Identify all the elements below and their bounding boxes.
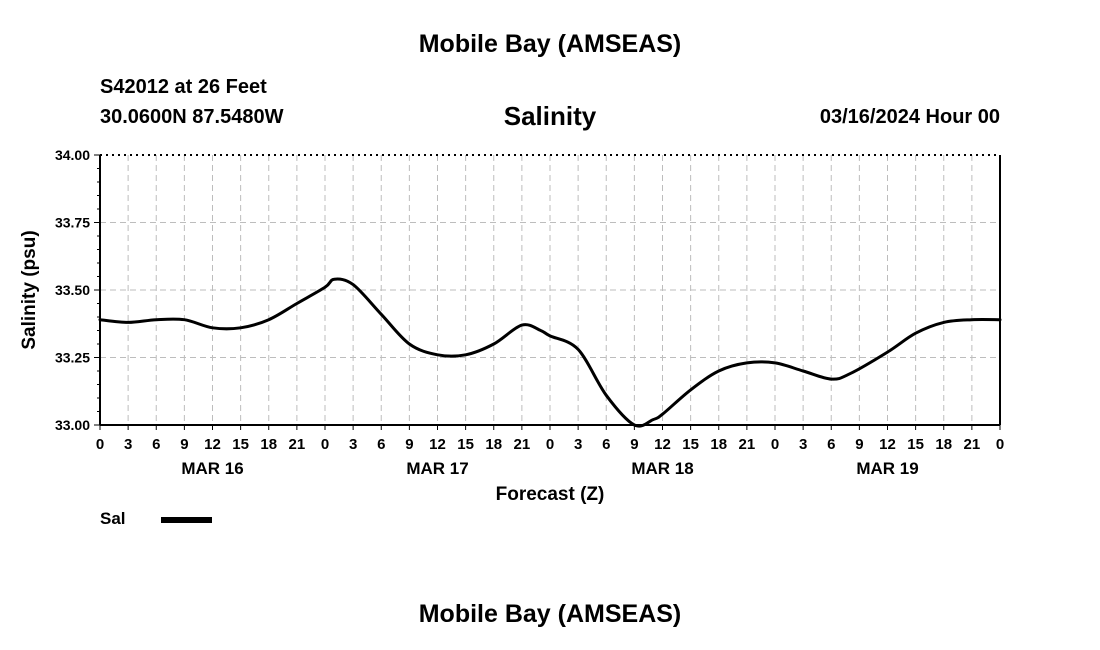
date-label: MAR 17 (406, 459, 468, 478)
parameter-title: Salinity (503, 101, 597, 131)
x-tick-label: 0 (321, 436, 329, 453)
x-tick-label: 6 (827, 436, 835, 453)
x-tick-label: 12 (429, 436, 446, 453)
x-tick-label: 12 (654, 436, 671, 453)
chart-main-title: Mobile Bay (AMSEAS) (418, 30, 682, 58)
x-tick-label: 9 (180, 436, 188, 453)
x-tick-label: 18 (710, 436, 727, 453)
legend-swatch (161, 517, 212, 523)
x-tick-label: 12 (879, 436, 896, 453)
x-tick-label: 6 (602, 436, 610, 453)
x-tick-label: 21 (514, 436, 531, 453)
forecast-datetime: 03/16/2024 Hour 00 (819, 106, 1000, 128)
date-label: MAR 18 (631, 459, 693, 478)
date-label: MAR 16 (181, 459, 243, 478)
x-tick-label: 0 (996, 436, 1004, 453)
x-tick-label: 3 (799, 436, 807, 453)
legend-label: Sal (100, 509, 126, 528)
coordinates-label: 30.0600N 87.5480W (100, 106, 284, 128)
x-tick-label: 21 (739, 436, 756, 453)
x-tick-label: 15 (232, 436, 249, 453)
footer-title: Mobile Bay (AMSEAS) (418, 600, 682, 628)
x-tick-label: 15 (682, 436, 699, 453)
x-tick-label: 0 (96, 436, 104, 453)
x-tick-label: 9 (405, 436, 413, 453)
x-tick-label: 21 (964, 436, 981, 453)
y-tick-label: 33.25 (55, 350, 90, 366)
x-tick-label: 3 (349, 436, 357, 453)
x-tick-label: 6 (377, 436, 385, 453)
x-tick-label: 15 (907, 436, 924, 453)
x-tick-label: 0 (546, 436, 554, 453)
x-tick-label: 18 (935, 436, 952, 453)
x-tick-label: 18 (260, 436, 277, 453)
series-line-sal (98, 277, 1002, 428)
x-axis-title: Forecast (Z) (496, 484, 605, 505)
x-tick-label: 21 (289, 436, 306, 453)
y-tick-label: 34.00 (55, 147, 90, 163)
x-tick-label: 18 (485, 436, 502, 453)
x-tick-label: 12 (204, 436, 221, 453)
y-tick-label: 33.50 (55, 282, 90, 298)
x-tick-label: 15 (457, 436, 474, 453)
x-tick-label: 3 (124, 436, 132, 453)
y-tick-label: 33.75 (55, 215, 90, 231)
y-axis-title: Salinity (psu) (19, 230, 40, 349)
y-tick-label: 33.00 (55, 417, 90, 433)
date-label: MAR 19 (856, 459, 918, 478)
x-tick-label: 6 (152, 436, 160, 453)
station-label: S42012 at 26 Feet (100, 76, 267, 98)
x-tick-label: 0 (771, 436, 779, 453)
x-tick-label: 9 (855, 436, 863, 453)
x-tick-label: 3 (574, 436, 582, 453)
x-tick-label: 9 (630, 436, 638, 453)
